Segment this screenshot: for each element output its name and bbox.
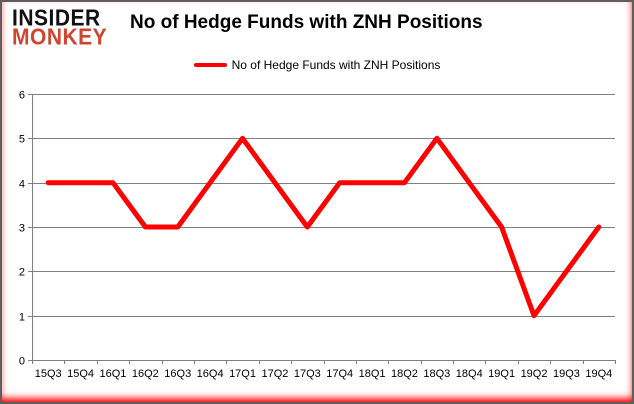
- chart-title: No of Hedge Funds with ZNH Positions: [130, 12, 483, 33]
- y-axis-tick-label: 4: [19, 179, 25, 191]
- x-axis-tick-label: 18Q1: [359, 368, 386, 380]
- x-axis-tick-label: 16Q2: [132, 368, 159, 380]
- x-axis-tick-label: 18Q2: [391, 368, 418, 380]
- y-axis-tick-label: 6: [19, 90, 25, 102]
- y-axis-tick-label: 1: [19, 312, 25, 324]
- y-axis-tick-label: 0: [19, 356, 25, 368]
- logo-text-insider: INSIDER: [12, 5, 101, 31]
- insider-monkey-logo: INSIDER MONKEY: [12, 5, 108, 50]
- x-axis-tick-label: 17Q4: [326, 368, 353, 380]
- logo-text-monkey: MONKEY: [12, 25, 108, 50]
- x-axis-tick-label: 17Q1: [229, 368, 256, 380]
- x-axis-tick-label: 19Q3: [553, 368, 580, 380]
- x-axis-tick-label: 19Q1: [488, 368, 515, 380]
- x-axis-tick-label: 15Q3: [35, 368, 62, 380]
- x-axis-tick-label: 18Q4: [456, 368, 483, 380]
- x-axis-tick-label: 17Q2: [261, 368, 288, 380]
- x-axis-tick-label: 16Q4: [197, 368, 224, 380]
- chart-legend: No of Hedge Funds with ZNH Positions: [2, 58, 632, 72]
- legend-line-swatch: [193, 63, 227, 67]
- x-axis-tick-label: 15Q4: [67, 368, 94, 380]
- x-axis-tick-label: 19Q4: [585, 368, 612, 380]
- x-axis-tick-label: 18Q3: [423, 368, 450, 380]
- y-axis-tick-label: 2: [19, 267, 25, 279]
- data-series-line: [45, 135, 602, 319]
- y-axis-tick-label: 5: [19, 134, 25, 146]
- x-axis-tick-label: 17Q3: [294, 368, 321, 380]
- legend-label: No of Hedge Funds with ZNH Positions: [231, 58, 441, 72]
- x-axis-tick-label: 19Q2: [521, 368, 548, 380]
- y-axis-tick-label: 3: [19, 223, 25, 235]
- x-axis-tick-label: 16Q1: [100, 368, 127, 380]
- x-axis-tick-label: 16Q3: [164, 368, 191, 380]
